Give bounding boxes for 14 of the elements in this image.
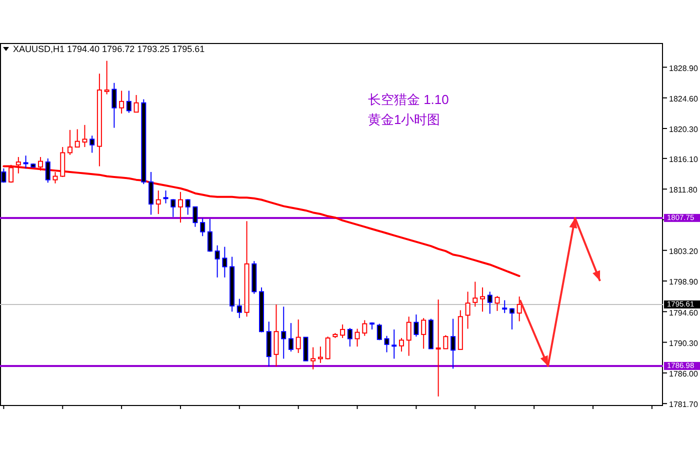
y-tick-label: 1798.90 <box>669 278 698 287</box>
y-tick-label: 1820.30 <box>669 125 698 134</box>
annotation: 长空猎金 1.10 <box>368 92 449 107</box>
y-tick-label: 1803.20 <box>669 246 698 256</box>
y-tick-label: 1824.60 <box>669 94 698 104</box>
annotation: 黄金1小时图 <box>368 112 440 127</box>
y-tick-label: 1816.10 <box>669 155 698 164</box>
y-tick-label: 1781.70 <box>669 400 698 410</box>
y-tick-label: 1786.00 <box>669 370 698 379</box>
y-tick-label: 1811.80 <box>669 186 698 195</box>
y-tick-label: 1790.30 <box>669 338 698 348</box>
y-tick-label: 1794.60 <box>669 308 698 318</box>
chart-title: XAUUSD,H1 1794.40 1796.72 1793.25 1795.61 <box>13 44 205 54</box>
y-tick-label: 1828.90 <box>669 64 698 73</box>
